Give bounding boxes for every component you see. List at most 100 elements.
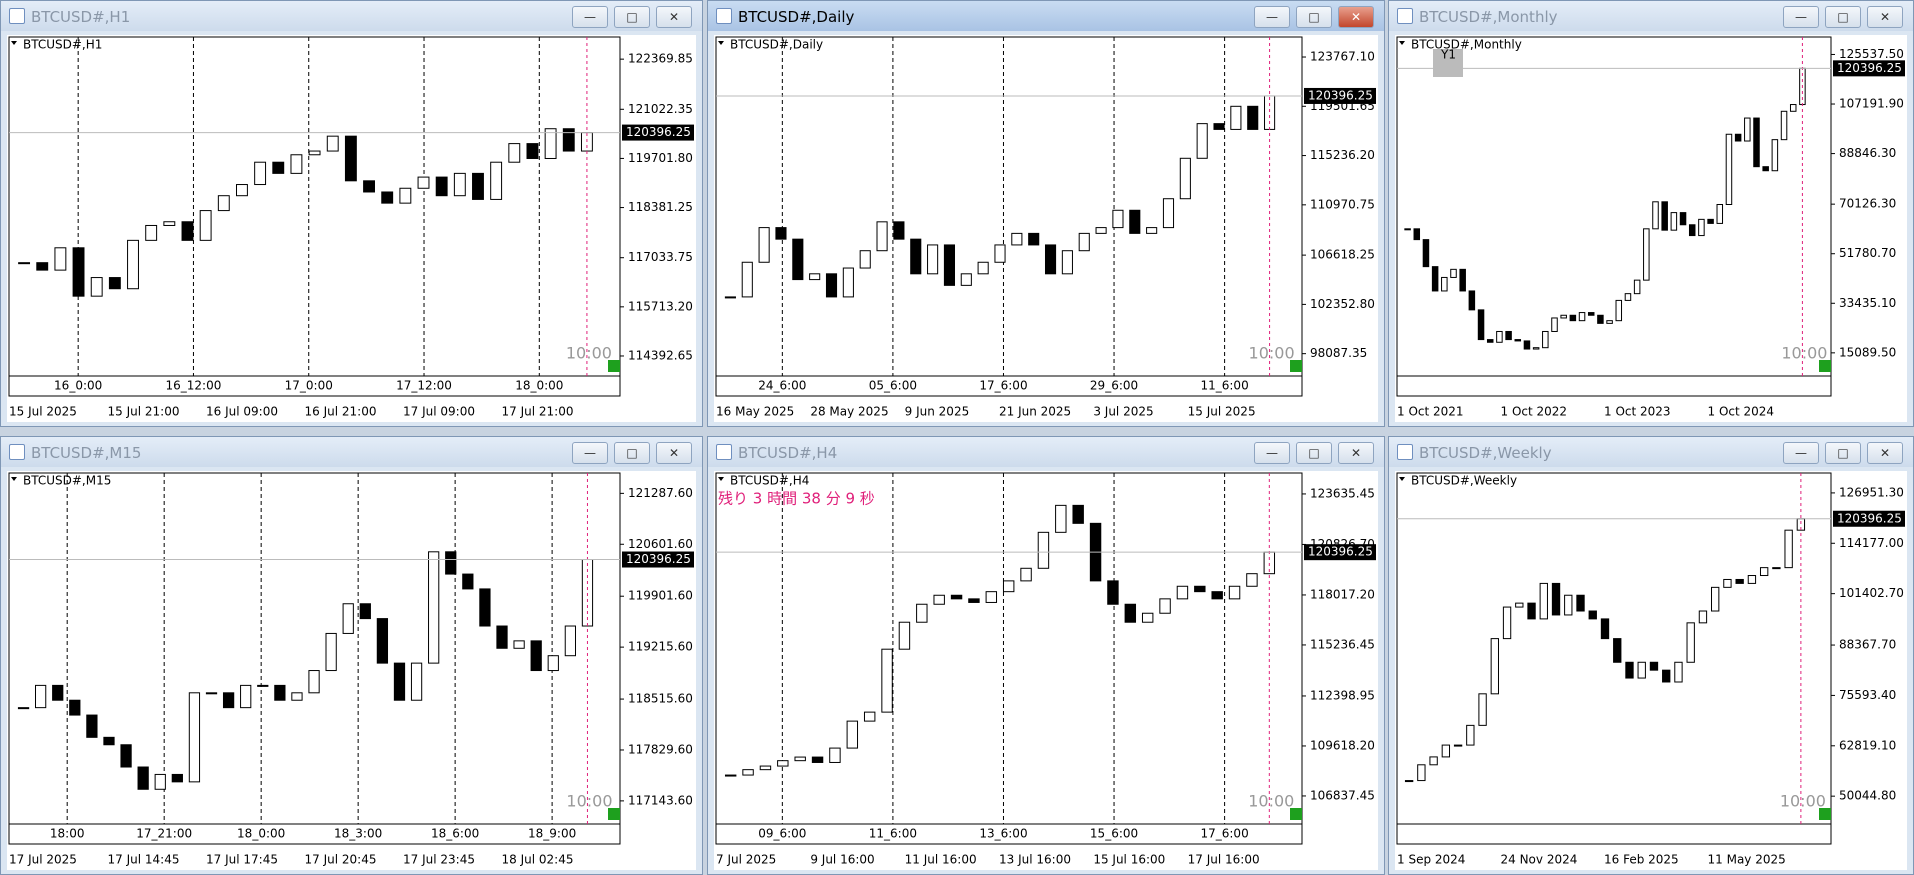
candle [1527, 602, 1536, 620]
candle [1228, 585, 1241, 600]
price-label: 15089.50 [1839, 345, 1896, 359]
close-button[interactable]: ✕ [1338, 442, 1374, 464]
candle [1194, 585, 1206, 593]
candle [1404, 780, 1414, 783]
symbol-label: BTCUSD#,H1 [23, 38, 102, 52]
window-title: BTCUSD#,M15 [31, 444, 142, 462]
candle [1502, 606, 1512, 640]
price-label: 115236.20 [1310, 148, 1375, 162]
window-icon [9, 8, 25, 24]
candle [290, 154, 303, 174]
candle [274, 684, 286, 701]
menu-arrow [11, 477, 17, 481]
candle [547, 655, 559, 672]
price-label: 51780.70 [1839, 246, 1896, 260]
clock-label: 10:00 [1248, 792, 1294, 811]
candle [994, 244, 1006, 263]
date-label: 1 Oct 2024 [1708, 405, 1775, 419]
candle [490, 161, 503, 200]
price-label: 119701.80 [628, 151, 693, 165]
candle [479, 588, 491, 627]
close-button[interactable]: ✕ [1867, 442, 1903, 464]
date-label: 15 Jul 2025 [1188, 405, 1256, 419]
time-label: 24_6:00 [758, 379, 806, 393]
candle [943, 244, 956, 286]
plot-frame [715, 36, 1303, 397]
candle [359, 603, 371, 620]
minimize-button[interactable]: — [572, 442, 608, 464]
candle [758, 227, 770, 263]
candle [1496, 330, 1503, 343]
candle [1539, 582, 1548, 620]
bid-price: 120396.25 [1837, 511, 1902, 525]
close-button[interactable]: ✕ [656, 6, 692, 28]
maximize-button[interactable]: □ [614, 6, 650, 28]
maximize-button[interactable]: □ [1825, 442, 1861, 464]
price-label: 33435.10 [1839, 296, 1896, 310]
candle [199, 210, 212, 241]
candle [205, 692, 218, 695]
candle [1486, 339, 1494, 343]
candle [1735, 578, 1744, 584]
price-label: 118017.20 [1310, 587, 1375, 601]
date-label: 17 Jul 21:00 [502, 405, 574, 419]
candle [1649, 661, 1659, 671]
maximize-button[interactable]: □ [1296, 6, 1332, 28]
price-label: 114392.65 [628, 348, 693, 362]
minimize-button[interactable]: — [1254, 442, 1290, 464]
price-label: 119901.60 [628, 589, 693, 603]
minimize-button[interactable]: — [1783, 442, 1819, 464]
date-label: 17 Jul 14:45 [108, 853, 180, 867]
plot-frame [8, 36, 621, 397]
candle [291, 692, 303, 701]
close-button[interactable]: ✕ [1867, 6, 1903, 28]
candle [1613, 638, 1622, 663]
candle [1560, 314, 1567, 319]
candle [308, 150, 321, 156]
candle [742, 769, 754, 776]
price-label: 121287.60 [628, 486, 693, 500]
minimize-button[interactable]: — [572, 6, 608, 28]
price-label: 122369.85 [628, 52, 693, 66]
date-label: 15 Jul 16:00 [1093, 853, 1165, 867]
candle [1417, 764, 1426, 782]
candle [1431, 266, 1439, 292]
close-button[interactable]: ✕ [656, 442, 692, 464]
price-label: 109618.20 [1310, 738, 1375, 752]
candle [1600, 618, 1610, 640]
price-label: 115236.45 [1310, 637, 1375, 651]
date-label: 1 Sep 2024 [1397, 853, 1465, 867]
maximize-button[interactable]: □ [1296, 442, 1332, 464]
time-label: 05_6:00 [869, 379, 917, 393]
close-button[interactable]: ✕ [1338, 6, 1374, 28]
candle [308, 670, 320, 694]
candle [1162, 198, 1175, 229]
candle [1606, 320, 1613, 324]
candle [1674, 661, 1683, 683]
price-label: 106618.25 [1310, 248, 1375, 262]
window-title: BTCUSD#,H1 [31, 8, 131, 26]
maximize-button[interactable]: □ [1825, 6, 1861, 28]
date-label: 11 May 2025 [1708, 853, 1786, 867]
price-label: 88367.70 [1839, 638, 1896, 652]
candle [1643, 228, 1650, 281]
candle [1196, 123, 1208, 159]
date-label: 1 Oct 2021 [1397, 405, 1464, 419]
maximize-button[interactable]: □ [614, 442, 650, 464]
candle [1532, 347, 1540, 350]
menu-arrow [11, 41, 17, 45]
candle [825, 273, 838, 298]
candle [1422, 239, 1430, 268]
candle [472, 172, 484, 200]
candle [1095, 227, 1107, 234]
candle [809, 273, 821, 281]
window-icon [1397, 8, 1413, 24]
minimize-button[interactable]: — [1254, 6, 1290, 28]
date-label: 11 Jul 16:00 [905, 853, 977, 867]
candle [1662, 669, 1671, 683]
title-bar: BTCUSD#,Weekly — □ ✕ [1389, 437, 1913, 467]
candle [724, 296, 736, 299]
minimize-button[interactable]: — [1783, 6, 1819, 28]
candle [54, 247, 67, 271]
chart-area: BTCUSD#,M15121287.60120601.60119901.6011… [7, 471, 696, 870]
